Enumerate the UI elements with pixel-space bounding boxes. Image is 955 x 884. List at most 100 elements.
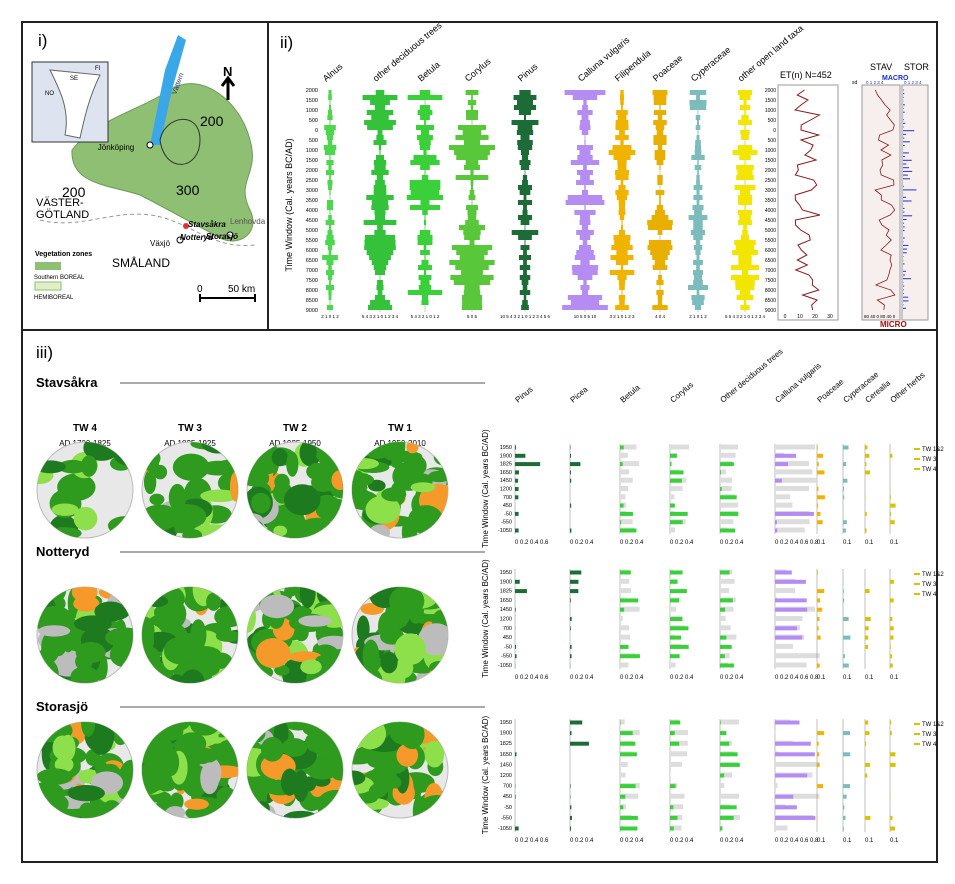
pollen-bar	[619, 230, 625, 235]
pollen-bar	[582, 115, 589, 120]
pollen-bar	[458, 125, 486, 130]
pollen-bar	[524, 295, 527, 300]
pollen-bar	[363, 95, 398, 100]
label: 0.1	[890, 675, 899, 681]
bar	[570, 645, 572, 649]
pollen-bar	[408, 290, 442, 295]
pollen-bar	[738, 220, 752, 225]
patch	[317, 437, 345, 470]
bar	[865, 454, 869, 458]
bar	[670, 784, 676, 788]
bar	[720, 529, 735, 533]
bar	[890, 816, 892, 820]
pollen-bar	[657, 180, 662, 185]
bar	[720, 598, 733, 602]
bg-bar	[720, 519, 733, 524]
patch	[434, 672, 448, 691]
pollen-bar	[611, 245, 632, 250]
bar	[670, 512, 688, 516]
vegetation	[236, 430, 360, 552]
bg-bar	[775, 486, 809, 491]
bar	[775, 529, 777, 533]
pollen-bar	[328, 245, 332, 250]
patch	[241, 723, 265, 743]
label: TW 1	[388, 423, 412, 434]
pollen-bar	[410, 180, 441, 185]
pollen-bar	[695, 165, 702, 170]
pollen-bar	[517, 130, 533, 135]
label: 2000	[765, 88, 776, 94]
pollen-bar	[659, 165, 660, 170]
pollen-bar	[744, 160, 745, 165]
label: 5 0 5	[467, 314, 478, 319]
label: 500	[768, 138, 777, 144]
pollen-bar	[517, 140, 533, 145]
bar	[570, 454, 571, 458]
bg-bar	[670, 663, 676, 668]
label: 1900	[500, 453, 512, 459]
patch	[381, 652, 398, 674]
pollen-bar	[422, 210, 428, 215]
pollen-bar	[514, 105, 536, 110]
bar	[670, 654, 680, 658]
pollen-bar	[620, 140, 623, 145]
pollen-bar	[652, 255, 668, 260]
figure: i)NNOSEFIVätternJönköpingStavsåkraNotter…	[0, 0, 955, 879]
pollen-bar	[741, 115, 748, 120]
patch	[79, 803, 95, 820]
stor-frame	[902, 85, 928, 320]
patch	[67, 785, 105, 801]
bar	[843, 827, 844, 831]
bg-bar	[620, 486, 628, 491]
pollen-bar	[650, 250, 670, 255]
patch	[256, 638, 290, 668]
pollen-bar	[523, 260, 527, 265]
pollen-bar	[697, 290, 700, 295]
label: iii)	[36, 343, 53, 362]
pollen-bar	[518, 185, 532, 190]
pollen-bar	[374, 265, 387, 270]
bar	[890, 827, 895, 831]
pollen-bar	[580, 260, 589, 265]
label: 0.1	[843, 675, 852, 681]
patch	[200, 762, 219, 794]
pollen-bar	[565, 90, 606, 95]
pollen-bar	[562, 305, 608, 310]
pollen-bar	[519, 255, 531, 260]
label: Lenhovda	[230, 217, 266, 226]
label: 1950	[500, 570, 512, 576]
bg-bar	[620, 588, 631, 593]
bar	[670, 571, 683, 575]
pollen-bar	[619, 300, 625, 305]
pollen-bar	[518, 215, 532, 220]
pollen-bar	[364, 245, 396, 250]
pollen-bar	[735, 280, 755, 285]
pollen-bar	[329, 155, 330, 160]
pollen-bar	[656, 280, 663, 285]
bar	[890, 645, 891, 649]
pollen-bar	[736, 165, 754, 170]
bar	[570, 805, 571, 809]
pollen-bar	[466, 160, 479, 165]
patch	[52, 503, 79, 515]
pollen-bar	[424, 215, 425, 220]
pollen-bar	[410, 185, 441, 190]
label: SMÅLAND	[112, 255, 170, 270]
pollen-bar	[696, 240, 700, 245]
pollen-bar	[619, 285, 625, 290]
bar	[817, 495, 825, 499]
bar	[817, 731, 824, 735]
pollen-bar	[655, 155, 666, 160]
bar	[817, 504, 818, 508]
bar	[817, 784, 823, 788]
label: 7500	[765, 278, 776, 284]
pollen-bar	[691, 230, 705, 235]
bar	[620, 795, 625, 799]
pollen-bar	[521, 150, 529, 155]
patch	[250, 469, 269, 487]
pollen-bar	[584, 185, 586, 190]
label: N	[223, 64, 232, 79]
patch	[300, 578, 316, 608]
pollen-bar	[377, 280, 383, 285]
pollen-bar	[576, 180, 594, 185]
